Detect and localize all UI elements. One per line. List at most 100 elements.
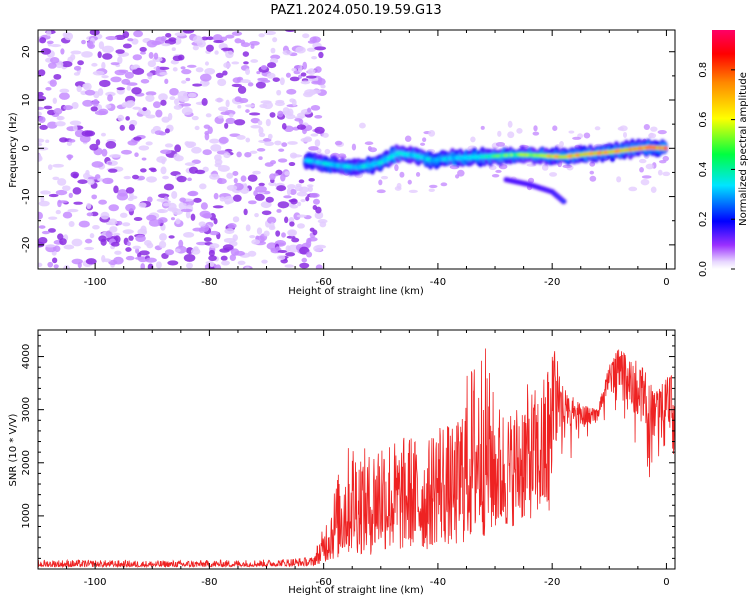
- noise-blob: [232, 77, 242, 84]
- noise-blob: [247, 200, 257, 205]
- noise-blob: [72, 187, 82, 195]
- noise-blob: [165, 32, 172, 38]
- noise-blob: [187, 191, 197, 197]
- noise-blob: [82, 83, 90, 89]
- noise-blob: [172, 55, 183, 62]
- noise-blob: [173, 104, 183, 110]
- noise-blob: [568, 130, 575, 134]
- noise-blob: [270, 160, 277, 165]
- noise-blob: [250, 117, 261, 124]
- noise-blob: [191, 146, 202, 154]
- noise-blob: [52, 257, 58, 264]
- noise-blob: [62, 211, 73, 219]
- noise-blob: [38, 211, 43, 220]
- noise-blob: [643, 124, 650, 131]
- noise-blob: [314, 211, 324, 220]
- noise-blob: [145, 94, 155, 102]
- noise-blob: [234, 250, 246, 256]
- noise-blob: [301, 257, 308, 263]
- noise-blob: [170, 217, 175, 221]
- noise-blob: [288, 230, 296, 237]
- noise-blob: [101, 61, 106, 70]
- noise-blob: [174, 248, 181, 253]
- noise-blob: [38, 138, 45, 143]
- noise-blob: [380, 175, 389, 180]
- noise-blob: [277, 201, 290, 209]
- noise-blob: [186, 262, 193, 269]
- noise-blob: [215, 264, 222, 269]
- noise-blob: [108, 204, 119, 212]
- y-tick-label: 2000: [21, 450, 32, 475]
- noise-blob: [128, 124, 135, 131]
- noise-blob: [213, 40, 224, 44]
- noise-blob: [279, 77, 285, 86]
- noise-blob: [208, 249, 215, 257]
- noise-blob: [277, 158, 288, 163]
- noise-blob: [146, 72, 154, 77]
- noise-blob: [214, 158, 223, 166]
- noise-blob: [168, 37, 177, 42]
- noise-blob: [155, 65, 161, 74]
- noise-blob: [38, 111, 42, 117]
- noise-blob: [204, 61, 209, 66]
- noise-blob: [289, 76, 300, 82]
- noise-blob: [549, 172, 558, 177]
- noise-blob: [291, 237, 300, 243]
- noise-blob: [221, 260, 230, 266]
- noise-blob: [368, 147, 377, 153]
- noise-blob: [247, 82, 254, 87]
- noise-blob: [229, 254, 237, 262]
- noise-blob: [71, 102, 79, 110]
- noise-blob: [222, 244, 234, 251]
- noise-blob: [302, 33, 310, 39]
- noise-blob: [84, 238, 93, 244]
- noise-blob: [226, 184, 238, 191]
- noise-blob: [110, 241, 120, 247]
- noise-blob: [304, 136, 312, 142]
- noise-blob: [57, 200, 69, 204]
- noise-blob: [245, 224, 251, 232]
- noise-blob: [87, 179, 95, 185]
- noise-blob: [121, 102, 129, 108]
- noise-blob: [309, 192, 320, 198]
- noise-blob: [122, 222, 131, 227]
- noise-blob: [404, 135, 412, 142]
- noise-blob: [213, 218, 218, 225]
- noise-blob: [40, 196, 45, 203]
- colorbar-axis: 0.0 0.2 0.4 0.6 0.8: [698, 62, 735, 277]
- noise-blob: [81, 51, 93, 58]
- noise-blob: [258, 126, 264, 135]
- noise-blob: [188, 141, 197, 147]
- noise-blob: [185, 210, 191, 219]
- noise-blob: [254, 212, 259, 218]
- noise-blob: [541, 164, 549, 171]
- noise-blob: [245, 68, 251, 75]
- noise-blob: [300, 72, 307, 77]
- noise-blob: [249, 150, 258, 154]
- noise-blob: [231, 83, 242, 88]
- noise-blob: [140, 78, 150, 84]
- noise-blob: [415, 171, 421, 177]
- noise-blob: [255, 185, 267, 193]
- noise-blob: [161, 116, 170, 123]
- noise-blob: [183, 253, 196, 262]
- noise-blob: [204, 132, 210, 141]
- noise-blob: [232, 171, 239, 176]
- noise-blob: [59, 238, 67, 246]
- noise-blob: [48, 216, 58, 220]
- noise-blob: [258, 156, 263, 161]
- noise-blob: [139, 46, 147, 52]
- noise-blob: [309, 227, 315, 232]
- noise-blob: [156, 198, 168, 202]
- noise-blob: [63, 244, 75, 250]
- noise-blob: [217, 115, 224, 119]
- x-tick-label: -20: [544, 277, 560, 288]
- noise-blob: [267, 133, 273, 140]
- noise-blob: [84, 89, 96, 96]
- noise-blob: [266, 72, 276, 79]
- noise-blob: [126, 241, 131, 247]
- noise-blob: [307, 40, 317, 44]
- noise-blob: [126, 82, 138, 86]
- x-tick-label: -60: [315, 577, 331, 588]
- noise-blob: [311, 80, 322, 85]
